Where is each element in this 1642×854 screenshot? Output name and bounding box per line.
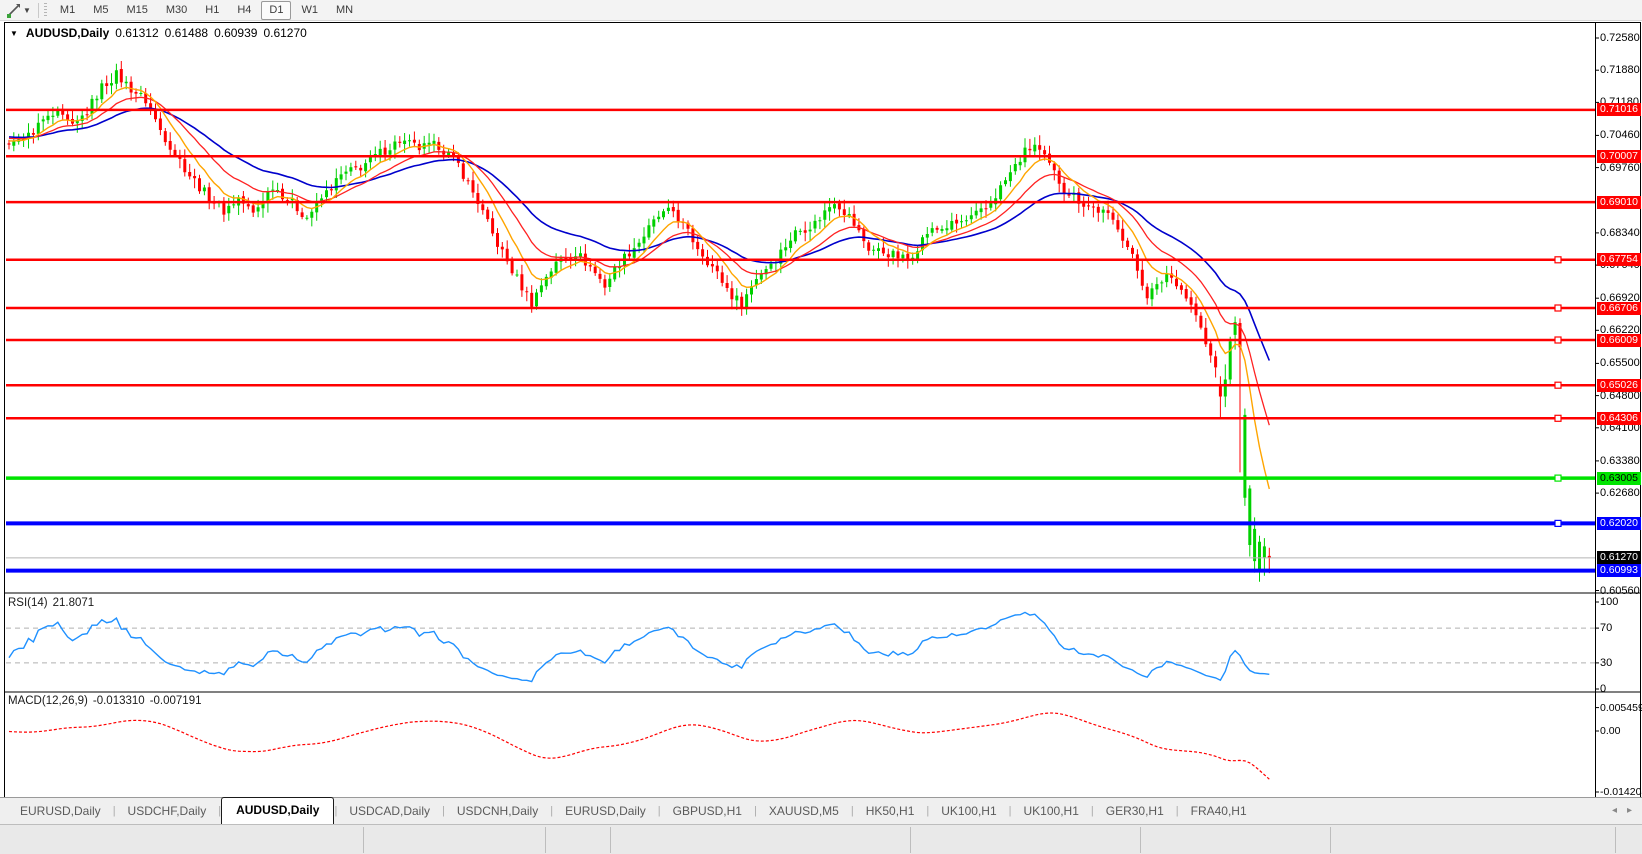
price-level-badge[interactable]: 0.69010 — [1597, 195, 1641, 209]
timeframe-button-m5[interactable]: M5 — [93, 3, 109, 16]
level-handle-0.62020[interactable] — [1554, 519, 1562, 527]
macd-histogram — [9, 710, 1269, 796]
toolbar-grip[interactable] — [43, 3, 47, 17]
up-candle-bodies — [12, 70, 1266, 571]
level-handle-0.63005[interactable] — [1554, 474, 1562, 482]
chart-tab-hk50-h1[interactable]: HK50,H1 — [865, 804, 915, 818]
chart-window: ▼ AUDUSD,Daily 0.61312 0.61488 0.60939 0… — [0, 21, 1642, 821]
level-handle-0.65026[interactable] — [1554, 381, 1562, 389]
level-handle-0.67754[interactable] — [1554, 256, 1562, 264]
ma-mid-line — [8, 96, 1270, 426]
chart-window-border — [4, 22, 1641, 819]
status-strip-divider — [545, 827, 546, 853]
tab-divider: | — [926, 805, 930, 817]
chevron-right-icon[interactable]: ▸ — [1626, 805, 1632, 816]
price-level-badge[interactable]: 0.66009 — [1597, 333, 1641, 347]
rsi-line — [8, 611, 1270, 683]
current-price-badge: 0.61270 — [1597, 551, 1641, 565]
status-strip-divider — [1140, 827, 1141, 853]
chart-tab-xauusd-m5[interactable]: XAUUSD,M5 — [768, 804, 839, 818]
chart-tab-uk100-h1[interactable]: UK100,H1 — [1023, 804, 1079, 818]
timeframe-button-m15[interactable]: M15 — [126, 3, 148, 16]
chevron-left-icon[interactable]: ◂ — [1611, 805, 1617, 816]
status-strip — [0, 824, 1642, 854]
chart-tab-uk100-h1[interactable]: UK100,H1 — [941, 804, 997, 818]
price-level-badge[interactable]: 0.62020 — [1597, 516, 1641, 530]
level-handle-0.66706[interactable] — [1554, 304, 1562, 312]
down-candle-bodies — [7, 69, 1271, 558]
price-level-badge[interactable]: 0.67754 — [1597, 253, 1641, 267]
tab-divider: | — [657, 805, 661, 817]
down-candle-wicks — [8, 61, 1270, 574]
price-level-badge[interactable]: 0.63005 — [1597, 471, 1641, 485]
chart-tab-audusd-daily[interactable]: AUDUSD,Daily — [221, 797, 335, 824]
timeframe-button-d1[interactable]: D1 — [261, 0, 292, 20]
price-level-badge[interactable]: 0.70007 — [1597, 149, 1641, 163]
level-handle-0.66009[interactable] — [1554, 336, 1562, 344]
toolbar-separator — [37, 2, 39, 18]
chart-canvas — [4, 22, 1641, 819]
tab-divider: | — [753, 805, 757, 817]
chart-tab-usdchf-daily[interactable]: USDCHF,Daily — [127, 804, 207, 818]
tab-divider: | — [442, 805, 445, 817]
price-level-badge[interactable]: 0.71016 — [1597, 103, 1641, 117]
collapse-triangle-icon[interactable]: ▼ — [10, 28, 18, 38]
tab-divider: | — [1090, 805, 1094, 817]
chart-tab-eurusd-daily[interactable]: EURUSD,Daily — [20, 804, 101, 818]
tab-divider: | — [218, 805, 222, 817]
chart-tab-eurusd-daily[interactable]: EURUSD,Daily — [565, 804, 646, 818]
timeframe-button-w1[interactable]: W1 — [301, 3, 318, 16]
tab-divider: | — [1175, 805, 1179, 817]
ma-fast-line — [9, 86, 1270, 490]
status-strip-divider — [1330, 827, 1331, 853]
chart-tab-ger30-h1[interactable]: GER30,H1 — [1105, 804, 1164, 818]
trendline-cursor-tool-icon[interactable] — [4, 2, 22, 18]
chevron-down-icon[interactable]: ▼ — [23, 5, 31, 15]
tab-divider: | — [112, 805, 116, 817]
price-level-badge[interactable]: 0.66706 — [1597, 301, 1641, 315]
status-strip-divider — [610, 827, 611, 853]
price-level-badge[interactable]: 0.65026 — [1597, 378, 1641, 392]
price-level-badge[interactable]: 0.64306 — [1597, 411, 1641, 425]
chart-tab-gbpusd-h1[interactable]: GBPUSD,H1 — [672, 804, 742, 818]
trendline-cursor-glyph — [6, 3, 20, 18]
tab-divider: | — [334, 805, 338, 817]
timeframe-button-mn[interactable]: MN — [335, 3, 354, 16]
toolbar: ▼ M1 M5 M15 M30 H1 H4 D1 W1 MN — [0, 0, 1642, 21]
timeframe-button-h4[interactable]: H4 — [237, 3, 252, 16]
chart-tabs-bar: EURUSD,Daily | USDCHF,Daily | AUDUSD,Daily | U… — [0, 797, 1642, 824]
status-strip-divider — [363, 827, 364, 853]
timeframe-button-m30[interactable]: M30 — [165, 3, 188, 16]
ma-slow-line — [8, 107, 1271, 361]
status-strip-divider — [910, 827, 911, 853]
chart-tab-usdcad-daily[interactable]: USDCAD,Daily — [349, 804, 430, 818]
timeframe-button-h1[interactable]: H1 — [205, 3, 220, 16]
timeframe-button-m1[interactable]: M1 — [59, 3, 76, 16]
timeframe-buttons: M1 M5 M15 M30 H1 H4 D1 W1 MN — [52, 0, 363, 20]
chart-tab-usdcnh-daily[interactable]: USDCNH,Daily — [456, 804, 539, 818]
up-candle-wicks — [13, 63, 1265, 582]
tab-divider: | — [550, 805, 554, 817]
status-strip-divider — [1615, 827, 1616, 853]
tab-divider: | — [1008, 805, 1012, 817]
tab-scroll-arrows: ◂ ▸ — [1612, 805, 1632, 824]
tab-divider: | — [850, 805, 854, 817]
price-level-badge[interactable]: 0.60993 — [1597, 564, 1641, 578]
level-handle-0.64306[interactable] — [1554, 414, 1562, 422]
macd-signal-line — [8, 712, 1270, 780]
chart-tab-fra40-h1[interactable]: FRA40,H1 — [1190, 804, 1247, 818]
